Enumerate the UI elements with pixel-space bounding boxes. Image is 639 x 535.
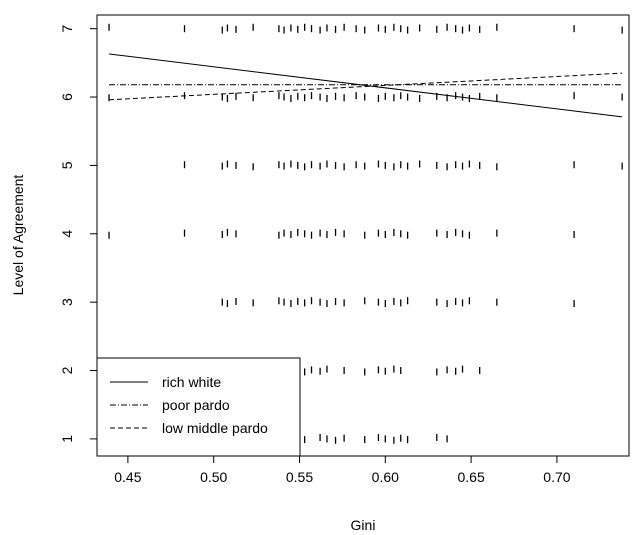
x-axis-title: Gini (351, 517, 376, 533)
plot-frame (96, 14, 630, 457)
x-tick-label: 0.45 (114, 469, 141, 485)
series-line-rich-white (108, 53, 623, 118)
legend-label: poor pardo (162, 397, 230, 413)
series-line-low-middle-pardo (108, 72, 623, 101)
x-tick-label: 0.50 (200, 469, 227, 485)
y-tick-label: 6 (59, 93, 75, 101)
legend-box (96, 357, 301, 457)
y-tick-label: 4 (59, 230, 75, 238)
x-axis: 0.45 0.50 0.55 0.60 0.65 0.70 (114, 456, 571, 485)
x-tick-label: 0.60 (372, 469, 399, 485)
y-tick-label: 2 (59, 366, 75, 374)
y-tick-label: 7 (59, 25, 75, 33)
fit-lines (108, 53, 623, 118)
x-tick-label: 0.70 (543, 469, 570, 485)
y-axis: 1 2 3 4 5 6 7 (59, 25, 97, 443)
x-tick-label: 0.65 (457, 469, 484, 485)
y-tick-label: 5 (59, 161, 75, 169)
y-axis-title: Level of Agreement (10, 175, 26, 296)
legend-label: rich white (162, 374, 221, 390)
y-tick-label: 1 (59, 435, 75, 443)
legend-label: low middle pardo (162, 420, 268, 436)
y-tick-label: 3 (59, 298, 75, 306)
x-tick-label: 0.55 (286, 469, 313, 485)
legend: rich white poor pardo low middle pardo (96, 357, 301, 457)
